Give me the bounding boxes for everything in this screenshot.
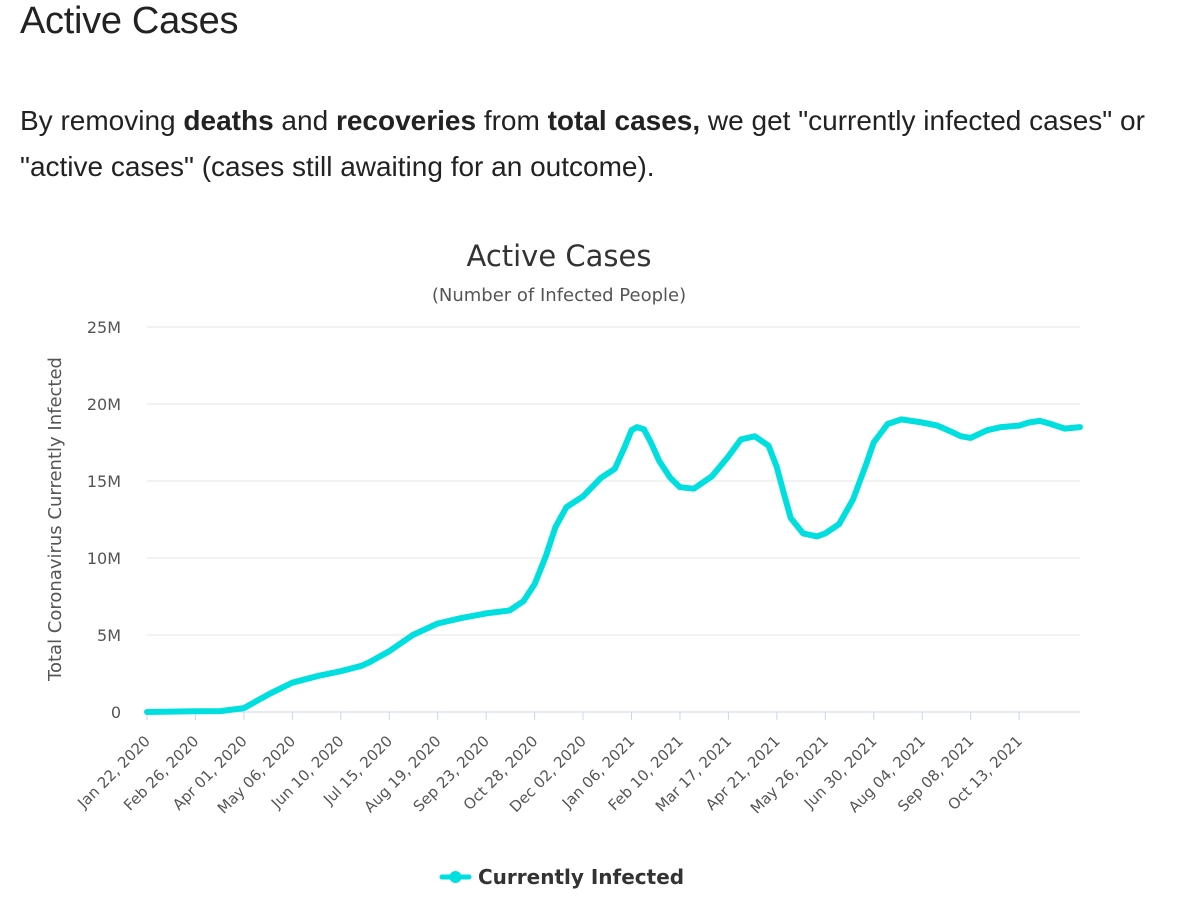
intro-text: and <box>273 105 336 136</box>
legend[interactable]: Currently Infected <box>439 865 684 889</box>
y-tick-label: 25M <box>87 318 121 337</box>
chart-subtitle: (Number of Infected People) <box>432 285 686 306</box>
y-tick-label: 20M <box>87 395 121 414</box>
page-heading: Active Cases <box>20 0 239 42</box>
series-layer <box>144 416 1083 715</box>
chart-title: Active Cases <box>466 239 651 273</box>
grid-lines <box>147 326 1080 636</box>
intro-text: from <box>476 105 548 136</box>
intro-paragraph: By removing deaths and recoveries from t… <box>20 98 1180 190</box>
y-tick-label: 5M <box>97 626 121 645</box>
intro-text: By removing <box>20 105 184 136</box>
legend-label[interactable]: Currently Infected <box>478 865 684 889</box>
intro-text: we get "currently infected cases" or "ac… <box>20 105 1145 182</box>
y-axis-label: Total Coronavirus Currently Infected <box>45 357 66 682</box>
y-tick-label: 0 <box>111 703 121 722</box>
y-tick-label: 15M <box>87 472 121 491</box>
y-axis-ticks: 0 5M 10M 15M 20M 25M <box>87 318 121 722</box>
intro-bold-recoveries: recoveries <box>335 105 477 136</box>
intro-bold-deaths: deaths <box>183 105 274 136</box>
intro-bold-total-cases: total cases, <box>547 105 701 136</box>
legend-symbol-dot <box>449 871 462 883</box>
series-line-currently-infected <box>144 416 1083 715</box>
y-tick-label: 10M <box>87 549 121 568</box>
